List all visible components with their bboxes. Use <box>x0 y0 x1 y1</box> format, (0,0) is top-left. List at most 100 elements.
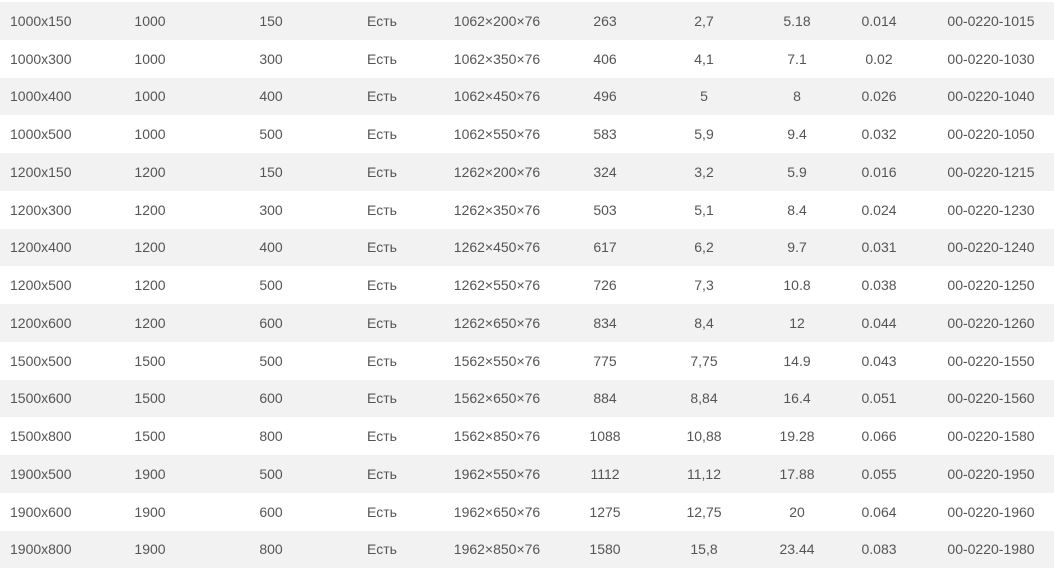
table-cell: Есть <box>367 503 397 520</box>
table-cell: 12,75 <box>686 503 722 520</box>
table-cell: 0.066 <box>861 428 897 445</box>
table-cell: 600 <box>259 503 283 520</box>
table-cell: 00-0220-1560 <box>947 390 1035 407</box>
table-cell: 00-0220-1015 <box>947 12 1035 29</box>
table-cell: Есть <box>367 352 397 369</box>
table-cell: 1262×550×76 <box>453 277 541 294</box>
table-cell: 1062×350×76 <box>453 50 541 67</box>
table-cell: 0.083 <box>861 541 897 558</box>
table-cell: 1000x400 <box>10 88 72 105</box>
table-cell: 406 <box>593 50 617 67</box>
table-cell: 00-0220-1040 <box>947 88 1035 105</box>
table-cell: 1500 <box>134 428 166 445</box>
table-cell: Есть <box>367 201 397 218</box>
table-cell: Есть <box>367 163 397 180</box>
table-cell: 600 <box>259 390 283 407</box>
table-cell: 150 <box>259 163 283 180</box>
table-cell: 1500x500 <box>10 352 72 369</box>
table-cell: 1500x800 <box>10 428 72 445</box>
table-cell: 1962×650×76 <box>453 503 541 520</box>
table-cell: 1000 <box>134 12 166 29</box>
table-cell: 1962×550×76 <box>453 465 541 482</box>
table-cell: 324 <box>593 163 617 180</box>
table-cell: 5 <box>700 88 708 105</box>
table-cell: 0.016 <box>861 163 897 180</box>
table-cell: 10.8 <box>783 277 811 294</box>
table-row: 1000x500 1000 500 Есть 1062×550×76 583 5,9 9.4 0… <box>0 115 1054 153</box>
table-row: 1200x150 1200 150 Есть 1262×200×76 324 3,2 5.9 0… <box>0 153 1054 191</box>
table-cell: 1062×550×76 <box>453 126 541 143</box>
table-cell: 9.4 <box>787 126 807 143</box>
table-cell: 1062×450×76 <box>453 88 541 105</box>
table-cell: 1900 <box>134 465 166 482</box>
table-cell: 1262×650×76 <box>453 314 541 331</box>
table-cell: 15,8 <box>690 541 718 558</box>
table-cell: Есть <box>367 239 397 256</box>
table-cell: 00-0220-1550 <box>947 352 1035 369</box>
table-cell: 1580 <box>589 541 621 558</box>
table-cell: 300 <box>259 50 283 67</box>
table-cell: 0.014 <box>861 12 897 29</box>
table-cell: 1000x150 <box>10 12 72 29</box>
table-cell: 00-0220-1030 <box>947 50 1035 67</box>
table-cell: Есть <box>367 50 397 67</box>
table-row: 1000x150 1000 150 Есть 1062×200×76 263 2,7 5.18… <box>0 2 1054 40</box>
table-cell: 1112 <box>590 465 620 482</box>
table-cell: 1200x500 <box>10 277 72 294</box>
table-cell: 7,3 <box>694 277 714 294</box>
table-cell: 500 <box>259 277 283 294</box>
table-cell: 1900x500 <box>10 465 72 482</box>
table-cell: 1262×450×76 <box>453 239 541 256</box>
table-cell: Есть <box>367 465 397 482</box>
table-cell: 0.044 <box>861 314 897 331</box>
table-cell: 400 <box>259 88 283 105</box>
table-cell: 300 <box>259 201 283 218</box>
table-cell: 775 <box>593 352 617 369</box>
table-cell: 1262×350×76 <box>453 201 541 218</box>
table-cell: 14.9 <box>783 352 811 369</box>
table-cell: 7.1 <box>787 50 807 67</box>
table-cell: 1275 <box>589 503 621 520</box>
table-cell: 1000 <box>134 50 166 67</box>
table-cell: 5.9 <box>787 163 807 180</box>
table-cell: 800 <box>259 428 283 445</box>
table-cell: 1000x300 <box>10 50 72 67</box>
table-cell: 1062×200×76 <box>453 12 541 29</box>
table-cell: 1900x800 <box>10 541 72 558</box>
table-cell: 0.051 <box>861 390 897 407</box>
table-cell: 5.18 <box>783 12 811 29</box>
table-cell: 5,1 <box>694 201 714 218</box>
table-cell: 1200x600 <box>10 314 72 331</box>
table-cell: 263 <box>593 12 617 29</box>
table-cell: 1900x600 <box>10 503 72 520</box>
table-cell: Есть <box>367 428 397 445</box>
table-row: 1000x400 1000 400 Есть 1062×450×76 496 5 8 0.026… <box>0 77 1054 116</box>
table-cell: 10,88 <box>686 428 722 445</box>
table-cell: 1000x500 <box>10 126 72 143</box>
table-cell: 00-0220-1215 <box>947 163 1035 180</box>
table-cell: 1562×850×76 <box>453 428 541 445</box>
table-cell: Есть <box>367 541 397 558</box>
table-cell: 0.055 <box>861 465 897 482</box>
table-cell: 583 <box>593 126 617 143</box>
table-cell: 0.032 <box>861 126 897 143</box>
table-cell: 00-0220-1980 <box>947 541 1035 558</box>
table-cell: Есть <box>367 12 397 29</box>
table-cell: 726 <box>593 277 617 294</box>
table-cell: 1562×550×76 <box>453 352 541 369</box>
table-cell: 617 <box>593 239 617 256</box>
table-row: 1200x500 1200 500 Есть 1262×550×76 726 7,3 10.8… <box>0 266 1054 304</box>
table-cell: 19.28 <box>779 428 815 445</box>
table-cell: 1562×650×76 <box>453 390 541 407</box>
table-cell: 1200x150 <box>10 163 72 180</box>
table-cell: 11,12 <box>687 465 721 482</box>
table-cell: 2,7 <box>694 12 714 29</box>
table-cell: 1200 <box>134 201 166 218</box>
table-cell: 1000 <box>134 88 166 105</box>
table-row: 1900x800 1900 800 Есть 1962×850×76 1580 15,8 23… <box>0 530 1054 569</box>
table-cell: 1900 <box>134 541 166 558</box>
table-cell: 0.043 <box>861 352 897 369</box>
table-cell: 150 <box>259 12 283 29</box>
table-cell: 8,84 <box>690 390 718 407</box>
table-cell: 1200x400 <box>10 239 72 256</box>
